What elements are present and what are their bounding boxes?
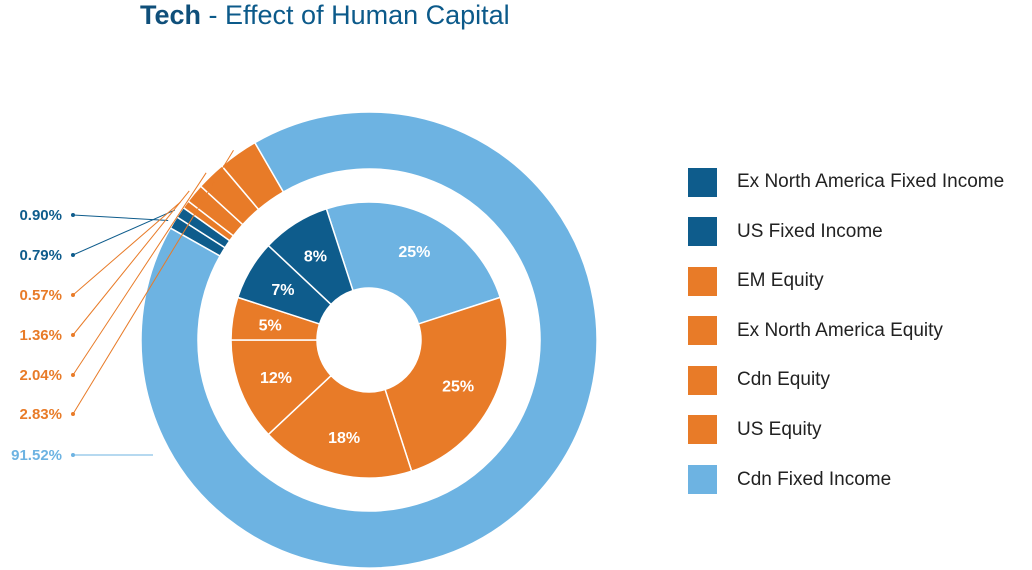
chart-title-rest: - Effect of Human Capital [201, 0, 510, 30]
legend-label: Ex North America Fixed Income [737, 171, 1005, 192]
inner-slice-label: 25% [442, 378, 474, 395]
legend-label: EM Equity [737, 270, 824, 292]
leader-dot [71, 453, 75, 457]
legend-item: Cdn Equity [688, 364, 1004, 396]
legend-label: Cdn Fixed Income [737, 468, 892, 490]
chart-title-bold: Tech [140, 0, 202, 30]
inner-slice-label: 7% [271, 282, 294, 299]
legend-swatch [688, 167, 717, 197]
outer-slice-label: 0.79% [19, 247, 62, 264]
leader-line [72, 190, 190, 336]
leader-dot [71, 373, 75, 377]
leader-dot [71, 213, 75, 217]
outer-slice-label: 2.83% [19, 406, 62, 423]
leader-line [72, 172, 207, 376]
inner-ring-labels: 25% 25% 18% 12% 5% 7% 8% [259, 244, 474, 447]
leader-line [72, 209, 176, 256]
legend-label: Ex North America Equity [737, 319, 943, 341]
outer-slice-label: 1.36% [19, 327, 62, 344]
legend-label: US Fixed Income [737, 220, 883, 242]
leader-dot [71, 333, 75, 337]
outer-ring [140, 111, 598, 569]
leader-dot [71, 412, 75, 416]
outer-slice-label: 0.57% [19, 287, 62, 304]
legend-swatch [688, 316, 717, 346]
inner-ring [230, 201, 508, 479]
leader-line [72, 201, 181, 296]
legend: Ex North America Fixed Income US Fixed In… [688, 166, 1004, 513]
chart-title: Tech - Effect of Human Capital [140, 0, 510, 31]
legend-swatch [688, 365, 717, 395]
legend-label: US Equity [737, 418, 822, 440]
legend-item: US Equity [688, 414, 1004, 446]
legend-item: Ex North America Equity [688, 315, 1004, 347]
legend-item: Cdn Fixed Income [688, 464, 1004, 496]
outer-slice-label: 91.52% [11, 447, 62, 464]
outer-slice-label: 2.04% [19, 367, 62, 384]
leader-line [72, 150, 234, 415]
outer-slice [140, 111, 598, 569]
legend-label: Cdn Equity [737, 369, 830, 391]
inner-slice-label: 18% [328, 430, 360, 447]
inner-slice [267, 207, 354, 306]
leader-dot [71, 253, 75, 257]
legend-item: Ex North America Fixed Income [688, 166, 1004, 198]
legend-swatch [688, 415, 717, 445]
outer-ring-labels: 0.90% 0.79% 0.57% 1.36% 2.04% 2.83% 91.52% [11, 150, 234, 464]
inner-slice [384, 296, 508, 473]
leader-dot [71, 293, 75, 297]
legend-item: EM Equity [688, 265, 1004, 297]
inner-slice-label: 5% [259, 317, 282, 334]
legend-swatch [688, 217, 717, 247]
legend-item: US Fixed Income [688, 216, 1004, 248]
legend-swatch [688, 465, 717, 495]
inner-slice-label: 8% [304, 249, 327, 266]
inner-slice [325, 201, 502, 325]
outer-slice-label: 0.90% [19, 207, 62, 224]
inner-slice-label: 25% [398, 244, 430, 261]
legend-swatch [688, 266, 717, 296]
inner-slice-label: 12% [260, 370, 292, 387]
